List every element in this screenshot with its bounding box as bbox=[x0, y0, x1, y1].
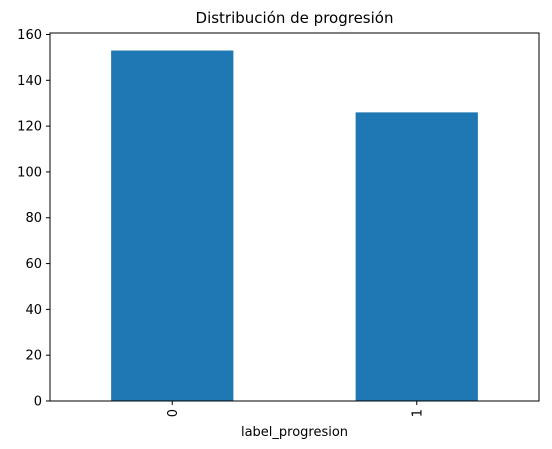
y-tick-label: 160 bbox=[17, 28, 42, 43]
plot-area bbox=[111, 50, 478, 402]
x-tick-label: 0 bbox=[166, 409, 181, 417]
y-tick-label: 60 bbox=[25, 257, 42, 272]
y-tick-label: 20 bbox=[25, 349, 42, 364]
y-tick-label: 40 bbox=[25, 303, 42, 318]
y-tick-label: 100 bbox=[17, 165, 42, 180]
x-axis-title: label_progresion bbox=[241, 425, 348, 440]
bar-0 bbox=[111, 50, 234, 402]
x-tick-label: 1 bbox=[410, 409, 425, 417]
y-tick-label: 80 bbox=[25, 211, 42, 226]
y-axis: 0 20 40 60 80 100 120 140 160 bbox=[17, 28, 50, 410]
plot-frame bbox=[49, 32, 540, 402]
chart-title: Distribución de progresión bbox=[196, 9, 394, 27]
bar-1 bbox=[355, 112, 478, 401]
y-tick-label: 140 bbox=[17, 74, 42, 89]
y-tick-label: 0 bbox=[34, 395, 42, 410]
y-tick-label: 120 bbox=[17, 120, 42, 135]
